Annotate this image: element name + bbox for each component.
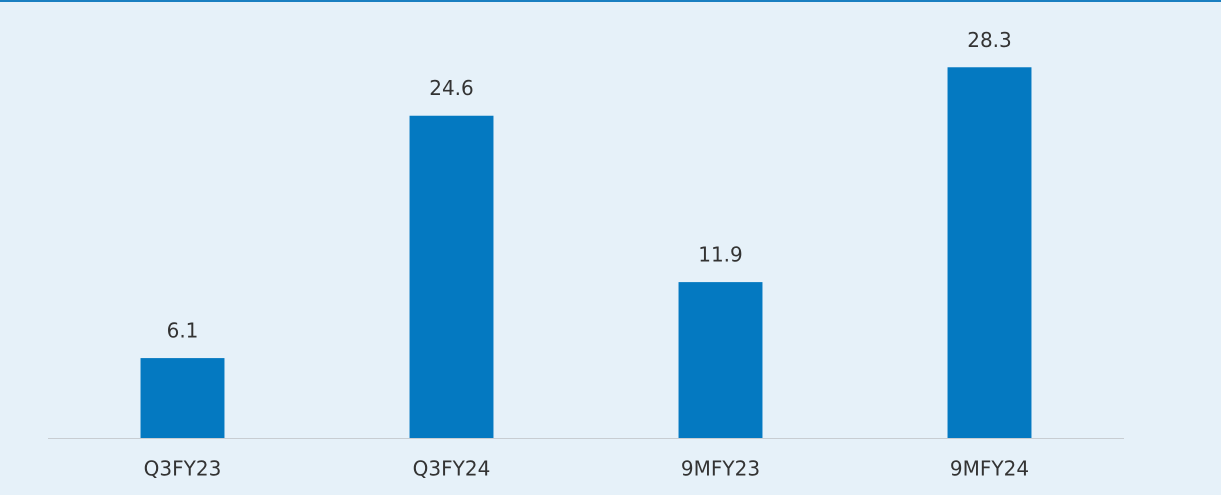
bar [947,67,1032,439]
data-label: 11.9 [698,243,743,267]
top-border [0,0,1221,2]
data-label: 6.1 [167,319,199,343]
x-tick-label: Q3FY23 [144,457,222,481]
data-label: 24.6 [429,76,474,100]
x-tick-label: 9MFY24 [950,457,1029,481]
x-tick-label: Q3FY24 [413,457,491,481]
bar [409,115,494,439]
x-tick-label: 9MFY23 [681,457,760,481]
data-label: 28.3 [967,28,1012,52]
bar [140,358,225,438]
bar [678,282,763,438]
